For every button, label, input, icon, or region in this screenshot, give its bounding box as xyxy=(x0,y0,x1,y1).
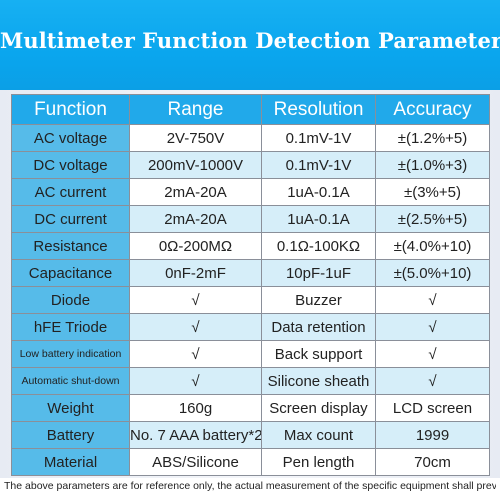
spec-table: Function Range Resolution Accuracy AC vo… xyxy=(11,94,490,476)
function-label: Resistance xyxy=(11,232,130,260)
table-row: Capacitance 0nF-2mF 10pF-1uF ±(5.0%+10) xyxy=(11,259,490,287)
range-value: 0nF-2mF xyxy=(129,259,262,287)
function-label: AC voltage xyxy=(11,124,130,152)
feature-label: Diode xyxy=(11,286,130,314)
table-row: DC voltage 200mV-1000V 0.1mV-1V ±(1.0%+3… xyxy=(11,151,490,179)
range-value: 2mA-20A xyxy=(129,205,262,233)
table-row: AC current 2mA-20A 1uA-0.1A ±(3%+5) xyxy=(11,178,490,206)
table-row: Weight 160g Screen display LCD screen xyxy=(11,394,490,422)
page-title: Multimeter Function Detection Parameters xyxy=(0,28,500,53)
table-row: Material ABS/Silicone Pen length 70cm xyxy=(11,448,490,476)
header-resolution: Resolution xyxy=(261,94,376,125)
feature-label: Buzzer xyxy=(261,286,376,314)
resolution-value: 0.1mV-1V xyxy=(261,151,376,179)
feature-label: Weight xyxy=(11,394,130,422)
range-value: 2mA-20A xyxy=(129,178,262,206)
resolution-value: 1uA-0.1A xyxy=(261,178,376,206)
table-row: hFE Triode √ Data retention √ xyxy=(11,313,490,341)
table-row: AC voltage 2V-750V 0.1mV-1V ±(1.2%+5) xyxy=(11,124,490,152)
feature-value: LCD screen xyxy=(375,394,490,422)
function-label: AC current xyxy=(11,178,130,206)
title-banner: Multimeter Function Detection Parameters xyxy=(0,0,500,90)
range-value: 2V-750V xyxy=(129,124,262,152)
feature-label: Material xyxy=(11,448,130,476)
feature-label: Low battery indication xyxy=(19,348,122,360)
feature-value: √ xyxy=(375,367,490,395)
footnote: The above parameters are for reference o… xyxy=(4,480,496,492)
feature-value: √ xyxy=(375,340,490,368)
table-row: Diode √ Buzzer √ xyxy=(11,286,490,314)
accuracy-value: ±(2.5%+5) xyxy=(375,205,490,233)
function-label: Capacitance xyxy=(11,259,130,287)
table-header-row: Function Range Resolution Accuracy xyxy=(11,94,490,125)
feature-label: Pen length xyxy=(261,448,376,476)
range-value: 0Ω-200MΩ xyxy=(129,232,262,260)
resolution-value: 0.1mV-1V xyxy=(261,124,376,152)
feature-value: √ xyxy=(375,286,490,314)
accuracy-value: ±(1.0%+3) xyxy=(375,151,490,179)
accuracy-value: ±(1.2%+5) xyxy=(375,124,490,152)
feature-value: No. 7 AAA battery*2 xyxy=(129,421,262,449)
feature-value: 1999 xyxy=(375,421,490,449)
resolution-value: 10pF-1uF xyxy=(261,259,376,287)
feature-label: Automatic shut-down xyxy=(11,367,130,395)
feature-label-cell: Low battery indication xyxy=(11,340,130,368)
feature-value: √ xyxy=(129,313,262,341)
feature-label: Back support xyxy=(261,340,376,368)
header-accuracy: Accuracy xyxy=(375,94,490,125)
feature-value: 160g xyxy=(129,394,262,422)
feature-label: Data retention xyxy=(261,313,376,341)
resolution-value: 1uA-0.1A xyxy=(261,205,376,233)
accuracy-value: ±(3%+5) xyxy=(375,178,490,206)
range-value: 200mV-1000V xyxy=(129,151,262,179)
feature-label: Max count xyxy=(261,421,376,449)
table-row: Battery No. 7 AAA battery*2 Max count 19… xyxy=(11,421,490,449)
function-label: DC voltage xyxy=(11,151,130,179)
feature-label: hFE Triode xyxy=(11,313,130,341)
feature-value: ABS/Silicone xyxy=(129,448,262,476)
header-range: Range xyxy=(129,94,262,125)
feature-value: √ xyxy=(129,367,262,395)
table-row: Automatic shut-down √ Silicone sheath √ xyxy=(11,367,490,395)
feature-label: Silicone sheath xyxy=(261,367,376,395)
table-row: Resistance 0Ω-200MΩ 0.1Ω-100KΩ ±(4.0%+10… xyxy=(11,232,490,260)
feature-value: 70cm xyxy=(375,448,490,476)
feature-value: √ xyxy=(375,313,490,341)
feature-value: √ xyxy=(129,286,262,314)
table-row: Low battery indication √ Back support √ xyxy=(11,340,490,368)
resolution-value: 0.1Ω-100KΩ xyxy=(261,232,376,260)
feature-label: Battery xyxy=(11,421,130,449)
header-function: Function xyxy=(11,94,130,125)
accuracy-value: ±(5.0%+10) xyxy=(375,259,490,287)
feature-label: Screen display xyxy=(261,394,376,422)
accuracy-value: ±(4.0%+10) xyxy=(375,232,490,260)
feature-value: √ xyxy=(129,340,262,368)
table-row: DC current 2mA-20A 1uA-0.1A ±(2.5%+5) xyxy=(11,205,490,233)
function-label: DC current xyxy=(11,205,130,233)
